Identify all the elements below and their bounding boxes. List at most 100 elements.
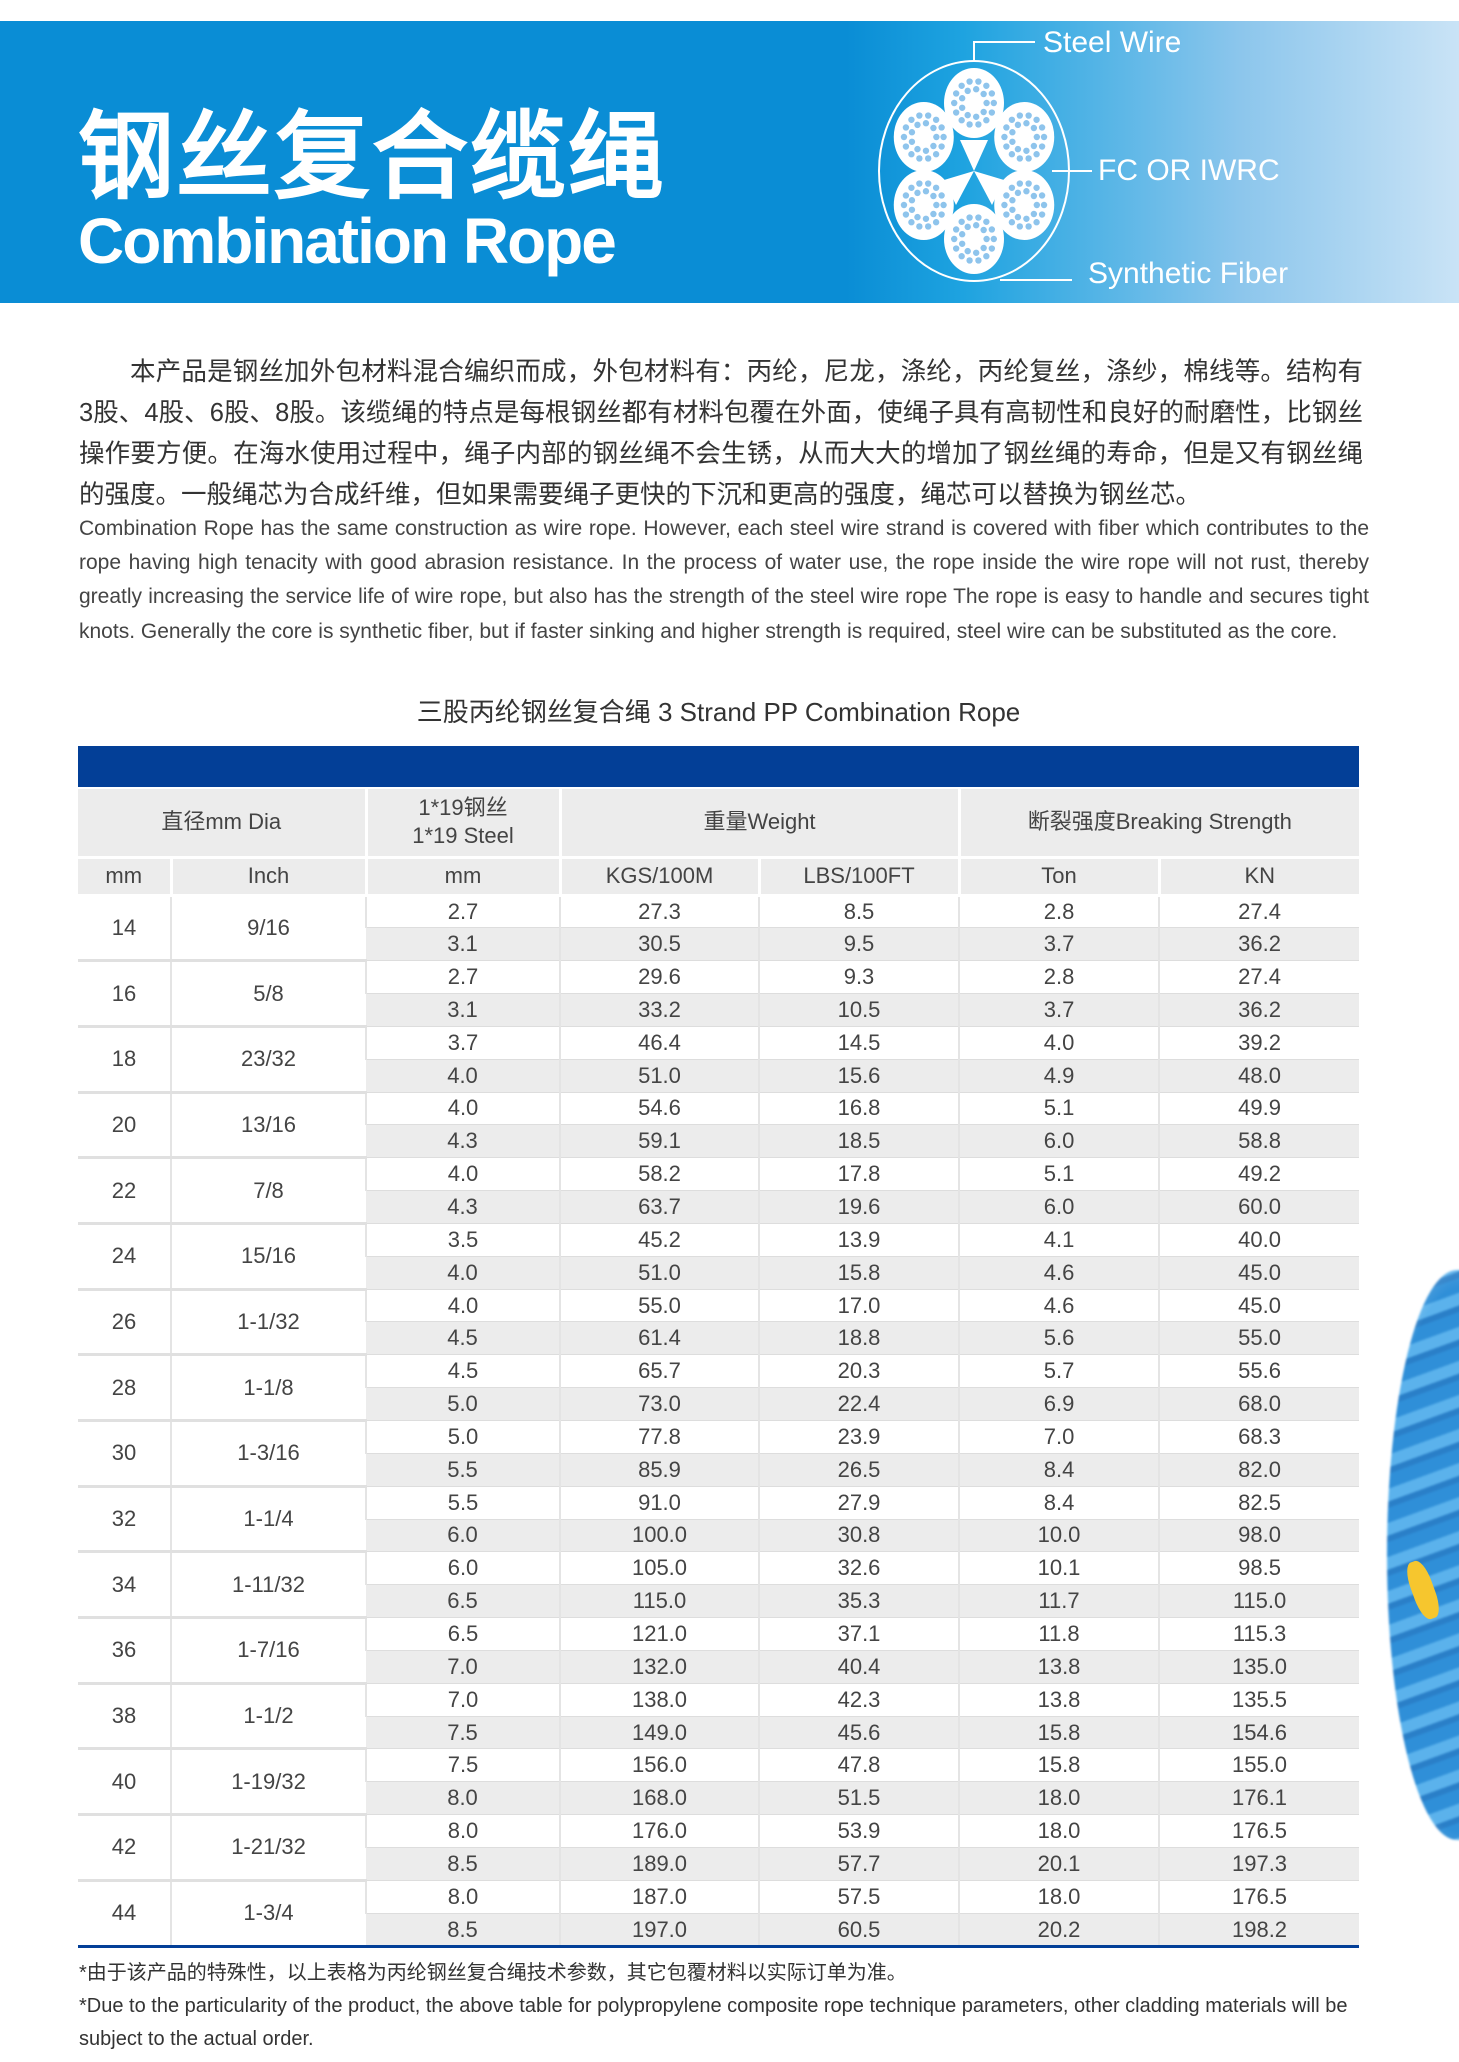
wire-dot <box>952 109 960 116</box>
wire-dot <box>914 213 921 221</box>
table-row: 5.5 85.9 26.5 8.4 82.0 <box>78 1453 1360 1487</box>
table-row: 6.0 100.0 30.8 10.0 98.0 <box>78 1519 1360 1553</box>
wire-dot <box>983 117 990 124</box>
cell-dia-mm: 34 <box>78 1551 171 1620</box>
cell-kgs: 46.4 <box>559 1026 759 1060</box>
wire-dot <box>983 82 990 89</box>
wire-dot <box>1023 215 1030 222</box>
cell-lbs: 60.5 <box>757 1913 960 1947</box>
cell-kgs: 187.0 <box>559 1880 759 1914</box>
wire-dot <box>980 90 987 98</box>
wire-dot <box>951 99 958 107</box>
wire-dot <box>958 82 965 89</box>
cell-kgs: 132.0 <box>559 1650 759 1684</box>
cell-dia-mm: 44 <box>78 1880 171 1948</box>
wire-dot <box>1016 223 1024 230</box>
footnote-en: *Due to the particularity of the product… <box>79 1995 1348 2050</box>
cell-kgs: 27.3 <box>559 895 759 929</box>
cell-dia-mm: 22 <box>78 1157 171 1225</box>
cell-kn: 176.5 <box>1158 1814 1360 1848</box>
wire-dot <box>902 143 910 150</box>
cell-dia-inch: 15/16 <box>170 1223 366 1291</box>
cell-dia-inch: 1-19/32 <box>170 1748 366 1817</box>
wire-dot <box>933 201 940 209</box>
cell-ton: 5.7 <box>958 1354 1160 1389</box>
cell-ton: 20.2 <box>958 1913 1160 1947</box>
cell-ton: 4.1 <box>958 1223 1160 1257</box>
wire-dot <box>952 245 960 252</box>
cell-dia-mm: 38 <box>78 1683 171 1751</box>
wire-dot <box>990 99 997 107</box>
cell-steel-mm: 7.0 <box>366 1650 560 1684</box>
cell-kgs: 100.0 <box>559 1519 759 1553</box>
wire-dot <box>966 78 973 85</box>
cell-kgs: 54.6 <box>559 1092 759 1126</box>
cell-dia-inch: 23/32 <box>170 1026 366 1094</box>
wire-dot <box>908 129 916 136</box>
cell-steel-mm: 6.5 <box>366 1584 560 1619</box>
wire-dot <box>930 124 937 132</box>
wire-dot <box>924 112 932 119</box>
cell-kgs: 30.5 <box>559 927 759 962</box>
wire-dot <box>1033 201 1041 209</box>
wire-dot <box>908 138 916 145</box>
wire-dot <box>964 111 971 119</box>
cell-lbs: 18.5 <box>757 1124 960 1159</box>
cell-ton: 11.7 <box>958 1584 1160 1619</box>
cell-ton: 15.8 <box>958 1748 1160 1783</box>
cell-lbs: 14.5 <box>757 1026 960 1060</box>
wire-dot <box>938 143 945 150</box>
wire-dot <box>916 180 923 187</box>
table-row: 34 1-11/32 6.0 105.0 32.6 10.1 98.5 <box>78 1551 1360 1620</box>
wire-dot <box>938 192 945 199</box>
cell-kgs: 73.0 <box>559 1387 759 1421</box>
cell-lbs: 47.8 <box>757 1748 960 1783</box>
cell-dia-inch: 5/8 <box>170 960 366 1028</box>
cell-ton: 18.0 <box>958 1814 1160 1848</box>
cell-steel-mm: 8.5 <box>366 1913 560 1947</box>
table-row: 7.5 149.0 45.6 15.8 154.6 <box>78 1716 1360 1750</box>
table-row: 22 7/8 4.0 58.2 17.8 5.1 49.2 <box>78 1157 1360 1225</box>
wire-dot <box>1014 121 1022 129</box>
wire-dot <box>958 218 965 225</box>
wire-dot <box>1033 133 1041 141</box>
cell-dia-mm: 16 <box>78 960 171 1028</box>
wire-dot <box>958 253 965 260</box>
cell-ton: 6.9 <box>958 1387 1160 1421</box>
wire-dot <box>908 184 915 191</box>
cell-kn: 197.3 <box>1158 1847 1360 1881</box>
wire-dot <box>980 226 987 234</box>
table-row: 8.0 168.0 51.5 18.0 176.1 <box>78 1781 1360 1816</box>
cell-steel-mm: 5.5 <box>365 1486 560 1520</box>
wire-dot <box>966 214 973 221</box>
header-dia: 直径mm Dia <box>78 789 368 859</box>
wire-dot <box>972 86 980 93</box>
wire-dot <box>922 147 930 154</box>
cell-lbs: 45.6 <box>757 1716 960 1750</box>
cell-steel-mm: 6.0 <box>366 1519 560 1553</box>
wire-dot <box>1014 189 1022 197</box>
cell-kn: 98.5 <box>1158 1551 1360 1586</box>
cell-ton: 6.0 <box>958 1124 1160 1159</box>
cell-lbs: 8.5 <box>757 895 960 929</box>
cell-ton: 4.6 <box>958 1256 1160 1290</box>
cell-steel-mm: 4.3 <box>366 1124 560 1159</box>
table-row: 26 1-1/32 4.0 55.0 17.0 4.6 45.0 <box>78 1289 1360 1357</box>
cell-kgs: 189.0 <box>559 1847 759 1881</box>
cell-dia-inch: 1-3/16 <box>170 1420 366 1488</box>
wire-dot <box>1025 223 1032 230</box>
table-row: 8.5 189.0 57.7 20.1 197.3 <box>78 1847 1360 1881</box>
wire-dot <box>902 211 910 218</box>
cell-ton: 5.1 <box>958 1157 1160 1192</box>
table-row: 40 1-19/32 7.5 156.0 47.8 15.8 155.0 <box>78 1748 1360 1817</box>
table-row: 4.5 61.4 18.8 5.6 55.0 <box>78 1321 1360 1356</box>
wire-dot <box>983 235 990 243</box>
wire-dot <box>964 247 971 255</box>
wire-dot <box>902 124 910 131</box>
cell-ton: 8.4 <box>958 1453 1160 1487</box>
wire-dot <box>1001 201 1008 209</box>
wire-dot <box>983 99 990 107</box>
title-cn: 钢丝复合缆绳 <box>78 101 666 213</box>
cell-kn: 60.0 <box>1158 1190 1360 1224</box>
subheader-kn: KN <box>1157 857 1360 897</box>
